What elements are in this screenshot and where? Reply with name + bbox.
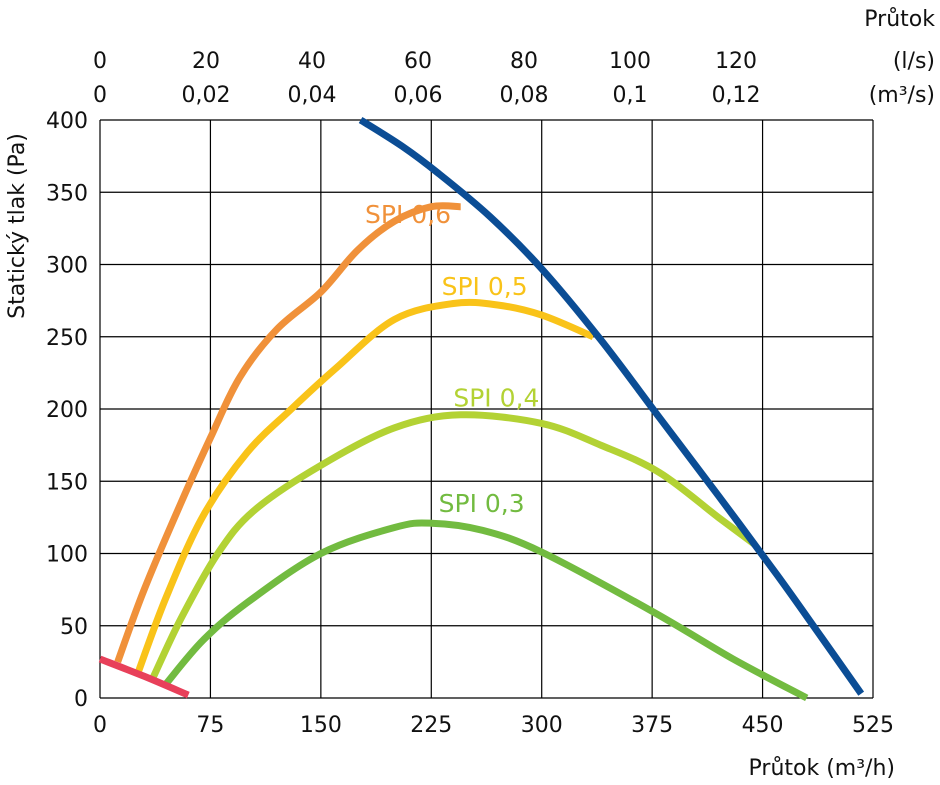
x-tick-label: 450 [742,713,784,738]
y-tick-label: 400 [46,109,88,134]
y-tick-label: 200 [46,398,88,423]
y-tick-label: 350 [46,181,88,206]
top-tick-m3s-label: 0,06 [394,83,443,108]
max-curve-line [358,117,865,696]
top-tick-ls-label: 0 [93,49,107,74]
top-tick-ls-label: 20 [192,49,220,74]
x-axis-title-bottom: Průtok (m³/h) [749,756,895,781]
min-curve-line [98,655,190,699]
x-axis-title-top: Průtok [864,7,935,32]
top-tick-m3s-label: 0,04 [288,83,337,108]
series-line-04 [149,411,758,680]
y-tick-label: 0 [74,687,88,712]
x-tick-label: 225 [410,713,452,738]
top-tick-m3s-label: 0,1 [613,83,648,108]
top-tick-m3s-label: 0,08 [500,83,549,108]
series-label-03: SPI 0,3 [439,489,525,518]
y-tick-label: 250 [46,326,88,351]
series-lines [98,117,865,702]
top-tick-ls-label: 60 [404,49,432,74]
top-tick-ls-label: 120 [715,49,757,74]
series-line-06 [114,202,461,664]
top-tick-m3s-label: 0,02 [182,83,231,108]
series-label-06: SPI 0,6 [365,200,451,229]
series-label-05: SPI 0,5 [442,272,528,301]
top-unit-ls: (l/s) [893,49,935,74]
series-line-05 [135,298,595,674]
y-axis-title: Statický tlak (Pa) [5,133,30,319]
y-tick-label: 50 [60,615,88,640]
top-tick-ls-label: 100 [609,49,651,74]
x-tick-label: 0 [93,713,107,738]
x-tick-label: 150 [300,713,342,738]
x-tick-label: 525 [852,713,894,738]
top-tick-m3s-label: 0 [93,83,107,108]
top-tick-ls-label: 40 [298,49,326,74]
series-line-03 [163,519,809,702]
y-tick-label: 150 [46,470,88,495]
tick-labels: 0 75 150 225 300 375 450 5250501001502002503003… [46,49,894,738]
series-labels: SPI 0,3 SPI 0,4 SPI 0,5 SPI 0,6 [365,200,539,518]
top-tick-ls-label: 80 [510,49,538,74]
x-tick-label: 375 [631,713,673,738]
series-label-04: SPI 0,4 [453,383,539,412]
top-tick-m3s-label: 0,12 [712,83,761,108]
x-tick-label: 75 [196,713,224,738]
y-tick-label: 300 [46,254,88,279]
top-unit-m3s: (m³/s) [869,83,935,108]
y-tick-label: 100 [46,543,88,568]
x-tick-label: 300 [521,713,563,738]
